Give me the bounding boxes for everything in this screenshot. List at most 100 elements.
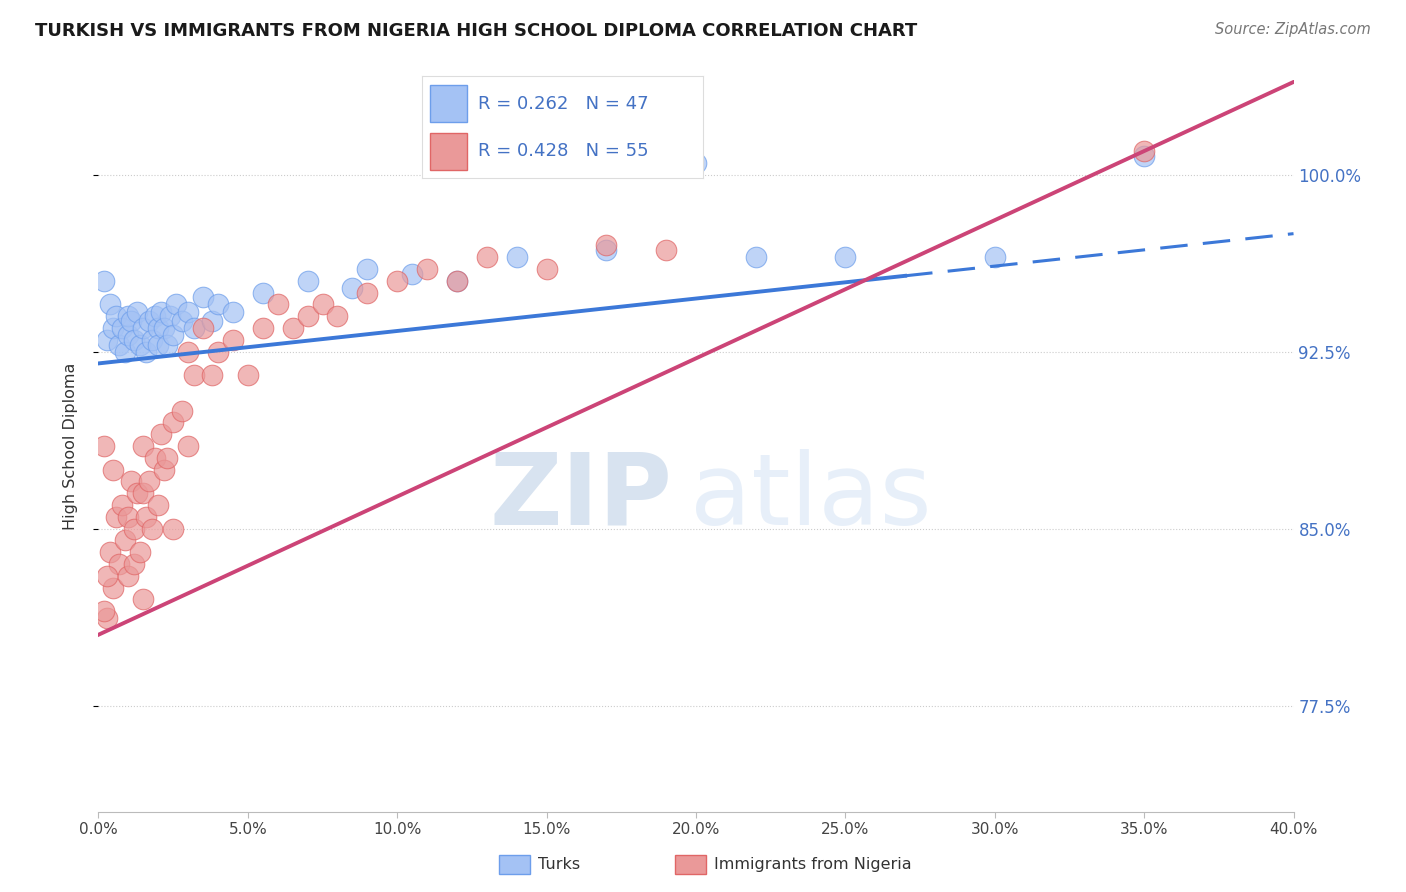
Point: [162, 416, 184, 430]
Point: [141, 522, 163, 536]
Point: [135, 509, 157, 524]
Point: [984, 250, 1007, 264]
Point: [100, 297, 122, 311]
Point: [150, 427, 173, 442]
Point: [416, 262, 439, 277]
Point: [148, 498, 170, 512]
Point: [93, 274, 115, 288]
Point: [153, 321, 176, 335]
Text: ZIP: ZIP: [489, 449, 672, 546]
Point: [150, 304, 173, 318]
Point: [148, 337, 170, 351]
Text: TURKISH VS IMMIGRANTS FROM NIGERIA HIGH SCHOOL DIPLOMA CORRELATION CHART: TURKISH VS IMMIGRANTS FROM NIGERIA HIGH …: [35, 22, 917, 40]
Point: [177, 344, 200, 359]
Point: [132, 439, 155, 453]
Point: [506, 250, 529, 264]
Point: [1133, 149, 1156, 163]
Point: [120, 314, 142, 328]
Point: [252, 321, 274, 335]
Point: [117, 509, 139, 524]
Point: [297, 310, 319, 324]
Point: [183, 368, 205, 383]
Point: [143, 310, 166, 324]
Point: [93, 604, 115, 618]
Point: [96, 568, 118, 582]
Point: [446, 274, 468, 288]
Point: [356, 262, 378, 277]
Point: [96, 333, 118, 347]
FancyBboxPatch shape: [430, 85, 467, 122]
Point: [201, 368, 224, 383]
Point: [138, 475, 160, 489]
Point: [117, 310, 139, 324]
Text: Immigrants from Nigeria: Immigrants from Nigeria: [714, 857, 912, 871]
Point: [162, 328, 184, 343]
Point: [117, 568, 139, 582]
Text: atlas: atlas: [690, 449, 932, 546]
Point: [141, 333, 163, 347]
Point: [96, 611, 118, 625]
Point: [183, 321, 205, 335]
Text: Source: ZipAtlas.com: Source: ZipAtlas.com: [1215, 22, 1371, 37]
Point: [143, 450, 166, 465]
Point: [595, 238, 617, 252]
Point: [103, 321, 125, 335]
Text: Turks: Turks: [538, 857, 581, 871]
Point: [129, 545, 152, 559]
Point: [156, 337, 179, 351]
Point: [177, 439, 200, 453]
Point: [105, 509, 128, 524]
Point: [132, 486, 155, 500]
Point: [222, 333, 245, 347]
Point: [745, 250, 768, 264]
Y-axis label: High School Diploma: High School Diploma: [63, 362, 77, 530]
Point: [148, 321, 170, 335]
Point: [156, 450, 179, 465]
Point: [132, 321, 155, 335]
Point: [138, 314, 160, 328]
Point: [103, 462, 125, 476]
Point: [201, 314, 224, 328]
Point: [114, 533, 136, 548]
Point: [177, 304, 200, 318]
Point: [475, 250, 498, 264]
Point: [326, 310, 349, 324]
Point: [446, 274, 468, 288]
Point: [135, 344, 157, 359]
Point: [685, 156, 707, 170]
Point: [595, 243, 617, 257]
Point: [655, 243, 678, 257]
Point: [108, 557, 131, 571]
Text: R = 0.262   N = 47: R = 0.262 N = 47: [478, 95, 648, 112]
Point: [281, 321, 304, 335]
Point: [111, 498, 134, 512]
Point: [159, 310, 181, 324]
Point: [108, 337, 131, 351]
Point: [172, 314, 194, 328]
Point: [105, 310, 128, 324]
Point: [132, 592, 155, 607]
Point: [191, 290, 214, 304]
Point: [191, 321, 214, 335]
Point: [127, 486, 149, 500]
FancyBboxPatch shape: [430, 133, 467, 170]
Point: [207, 297, 229, 311]
Point: [207, 344, 229, 359]
Point: [165, 297, 187, 311]
Point: [117, 328, 139, 343]
Point: [236, 368, 259, 383]
Point: [153, 462, 176, 476]
Point: [124, 522, 146, 536]
Point: [124, 333, 146, 347]
Point: [222, 304, 245, 318]
Point: [100, 545, 122, 559]
Point: [342, 281, 364, 295]
Point: [120, 475, 142, 489]
Point: [162, 522, 184, 536]
Point: [267, 297, 290, 311]
Point: [401, 267, 423, 281]
Point: [834, 250, 856, 264]
Point: [111, 321, 134, 335]
Point: [1133, 144, 1156, 158]
Point: [172, 403, 194, 417]
